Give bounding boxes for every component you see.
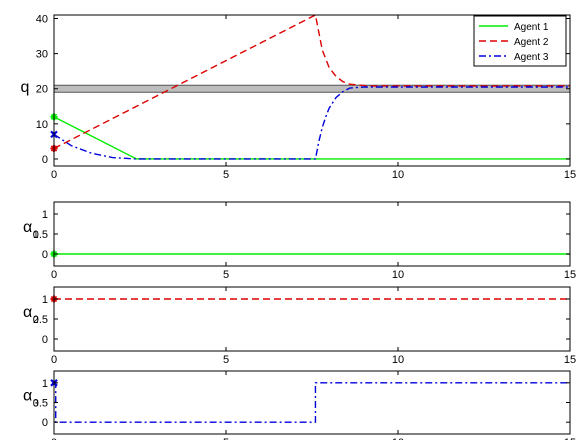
y-tick-label: 1: [42, 209, 48, 221]
x-tick-label: 10: [392, 169, 404, 181]
x-tick-label: 5: [223, 169, 229, 181]
y-tick-label: 0: [42, 417, 48, 429]
y-tick-label: 0: [42, 154, 48, 166]
y-tick-label: 0.5: [33, 398, 48, 410]
plot-data: [54, 15, 570, 160]
x-tick-label: 0: [51, 169, 57, 181]
plot-area: [54, 287, 570, 351]
x-tick-label: 10: [392, 269, 404, 281]
x-tick-label: 15: [564, 354, 576, 366]
plot-area: [54, 202, 570, 266]
x-tick-label: 0: [51, 437, 57, 440]
y-tick-label: 0: [42, 249, 48, 261]
x-tick-label: 15: [564, 437, 576, 440]
series-line-2: [54, 15, 570, 150]
y-tick-label: 40: [36, 14, 48, 26]
y-tick-label: 1: [42, 294, 48, 306]
legend-entry-1: Agent 1: [514, 22, 549, 33]
x-tick-label: 15: [564, 269, 576, 281]
panel-4: 0 5 10 15 0 0.5 1α3: [23, 370, 576, 440]
plot-area: [54, 371, 570, 434]
y-axis-label: q: [21, 79, 30, 96]
panel-1: 0 5 10 15 0 10 20 30 40 q Agent 1 Agent 2 Agent 3: [21, 14, 577, 181]
target-band: [54, 84, 570, 93]
panel-3: 0 5 10 15 0 0.5 1α 2: [23, 286, 576, 366]
y-axis-label-subscript: 1: [33, 230, 39, 241]
y-tick-label: 0: [42, 334, 48, 346]
legend-box: [473, 15, 567, 67]
y-tick-label: 30: [36, 49, 48, 61]
y-axis-label: α: [23, 388, 32, 405]
y-tick-label: 10: [36, 119, 48, 131]
y-tick-label: 1: [42, 378, 48, 390]
x-tick-label: 10: [392, 354, 404, 366]
y-axis-label: α: [23, 219, 32, 236]
y-axis-label-subscript: 3: [33, 399, 39, 410]
legend: Agent 1 Agent 2 Agent 3: [473, 15, 567, 67]
x-tick-label: 10: [392, 437, 404, 440]
x-tick-label: 5: [223, 437, 229, 440]
x-tick-label: 0: [51, 269, 57, 281]
x-tick-label: 5: [223, 269, 229, 281]
y-tick-label: 0.5: [33, 229, 48, 241]
y-tick-label: 0.5: [33, 314, 48, 326]
y-axis-label: α: [23, 304, 32, 321]
x-tick-label: 5: [223, 354, 229, 366]
x-tick-label: 0: [51, 354, 57, 366]
y-tick-label: 20: [36, 84, 48, 96]
legend-entry-3: Agent 3: [514, 52, 549, 63]
axes-frame: [53, 14, 571, 167]
y-axis-label-subscript: 2: [33, 315, 39, 326]
x-tick-label: 15: [564, 169, 576, 181]
series-line-3: [54, 86, 570, 160]
legend-entry-2: Agent 2: [514, 37, 549, 48]
series-line-1: [54, 116, 570, 160]
